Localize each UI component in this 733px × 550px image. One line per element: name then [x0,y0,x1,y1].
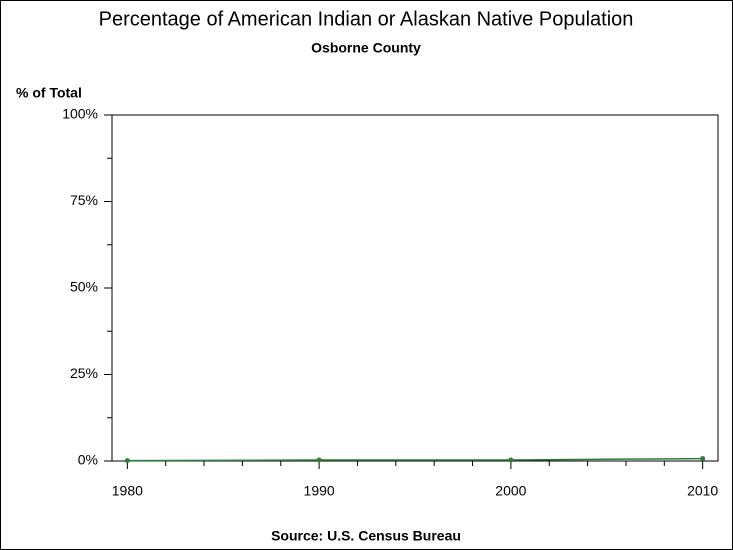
series-line [127,457,703,462]
y-tick-label: 50% [70,279,98,295]
y-tick-label: 75% [70,192,98,208]
chart-title: Percentage of American Indian or Alaskan… [99,8,634,30]
data-point [124,458,130,464]
data-point [316,457,322,463]
x-tick-label: 1980 [112,483,143,499]
x-tick-label: 1990 [304,483,335,499]
y-axis-label: % of Total [16,85,82,101]
data-point [508,457,514,463]
data-point [700,456,706,462]
x-tick-label: 2000 [495,483,526,499]
footnote: Source: U.S. Census Bureau [271,528,461,544]
y-tick-label: 0% [78,452,98,468]
chart-subtitle: Osborne County [311,40,421,56]
x-tick-label: 2010 [687,483,718,499]
y-tick-label: 100% [62,106,98,122]
y-tick-label: 25% [70,365,98,381]
